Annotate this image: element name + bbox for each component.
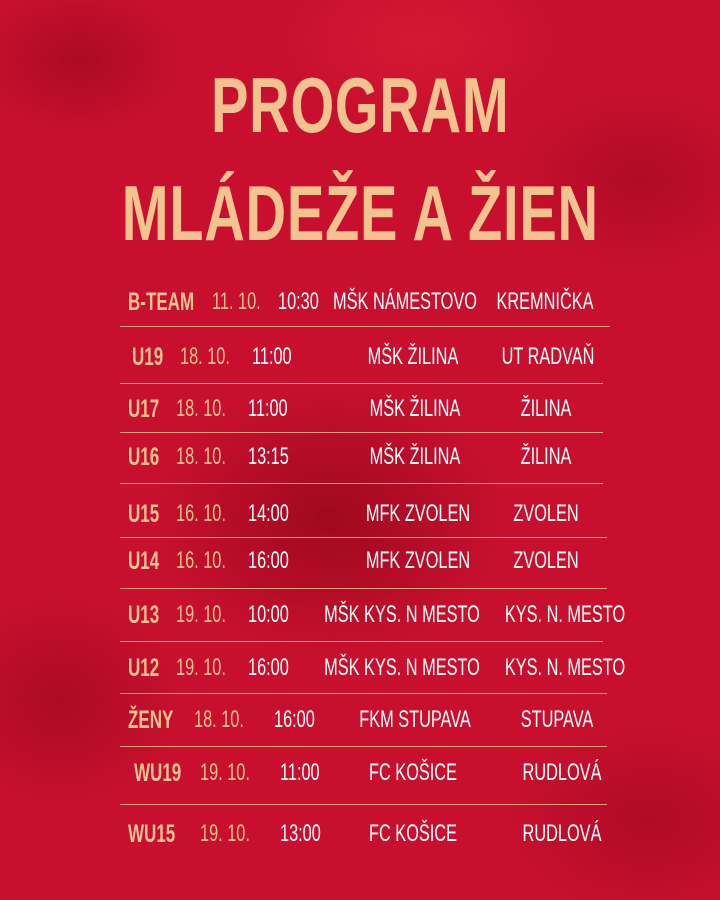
row-divider (120, 383, 603, 384)
match-venue: RUDLOVÁ (522, 820, 602, 847)
match-club: FKM STUPAVA (359, 706, 471, 733)
match-venue: RUDLOVÁ (522, 759, 602, 786)
match-team: U15 (128, 500, 160, 528)
table-row: B-TEAM 11. 10. 10:30 MŠK NÁMESTOVO KREMNIČKA (0, 282, 720, 322)
match-venue: ZVOLEN (513, 500, 579, 527)
match-team: U17 (128, 395, 160, 423)
title-line-2: MLÁDEŽE A ŽIEN (121, 169, 599, 257)
match-time: 11:00 (252, 343, 292, 370)
match-team: U16 (128, 443, 160, 471)
match-time: 10:00 (248, 601, 289, 628)
match-date: 19. 10. (176, 601, 226, 628)
match-date: 16. 10. (176, 547, 226, 574)
row-divider (120, 693, 607, 694)
match-time: 16:00 (274, 706, 315, 733)
match-date: 18. 10. (176, 395, 226, 422)
match-club: MŠK ŽILINA (369, 395, 461, 422)
table-row: U17 18. 10. 11:00 MŠK ŽILINA ŽILINA (0, 389, 720, 429)
match-team: B-TEAM (128, 288, 195, 316)
row-divider (120, 641, 603, 642)
match-club: MŠK ŽILINA (367, 343, 459, 370)
match-venue: ŽILINA (520, 395, 572, 422)
match-time: 14:00 (248, 500, 289, 527)
table-row: WU19 19. 10. 11:00 FC KOŠICE RUDLOVÁ (0, 753, 720, 793)
match-venue: UT RADVAŇ (501, 343, 595, 370)
row-divider (120, 432, 603, 433)
match-club: MŠK KYS. N MESTO (324, 601, 480, 628)
match-venue: KYS. N. MESTO (504, 601, 626, 628)
match-date: 18. 10. (180, 343, 230, 370)
match-club: FC KOŠICE (369, 820, 457, 847)
row-divider (120, 326, 610, 327)
match-club: MŠK ŽILINA (369, 443, 461, 470)
match-club: MŠK KYS. N MESTO (324, 654, 480, 681)
match-team: U19 (132, 343, 164, 371)
match-team: WU19 (134, 759, 182, 787)
match-club: FC KOŠICE (369, 759, 457, 786)
match-team: U12 (128, 654, 160, 682)
match-time: 16:00 (248, 547, 289, 574)
match-date: 18. 10. (194, 706, 244, 733)
match-team: U14 (128, 547, 160, 575)
match-venue: ZVOLEN (513, 547, 579, 574)
match-time: 11:00 (280, 759, 320, 786)
match-time: 13:15 (248, 443, 289, 470)
match-time: 13:00 (280, 820, 321, 847)
title-line-1: PROGRAM (210, 61, 510, 149)
row-divider (120, 804, 607, 805)
match-venue: ŽILINA (520, 443, 572, 470)
row-divider (120, 746, 607, 747)
match-team: WU15 (128, 820, 176, 848)
row-divider (120, 537, 607, 538)
match-date: 19. 10. (200, 820, 250, 847)
match-date: 18. 10. (176, 443, 226, 470)
match-time: 16:00 (248, 654, 289, 681)
table-row: U15 16. 10. 14:00 MFK ZVOLEN ZVOLEN (0, 494, 720, 534)
match-date: 19. 10. (176, 654, 226, 681)
match-time: 11:00 (248, 395, 288, 422)
match-club: MŠK NÁMESTOVO (333, 288, 477, 315)
match-date: 16. 10. (176, 500, 226, 527)
match-venue: KREMNIČKA (496, 288, 594, 315)
match-team: ŽENY (128, 706, 174, 734)
table-row: U16 18. 10. 13:15 MŠK ŽILINA ŽILINA (0, 437, 720, 477)
match-club: MFK ZVOLEN (365, 500, 471, 527)
table-row: WU15 19. 10. 13:00 FC KOŠICE RUDLOVÁ (0, 814, 720, 854)
match-time: 10:30 (278, 288, 319, 315)
table-row: U14 16. 10. 16:00 MFK ZVOLEN ZVOLEN (0, 541, 720, 581)
row-divider (120, 588, 607, 589)
table-row: U13 19. 10. 10:00 MŠK KYS. N MESTO KYS. N. M… (0, 595, 720, 635)
match-venue: STUPAVA (520, 706, 594, 733)
table-row: ŽENY 18. 10. 16:00 FKM STUPAVA STUPAVA (0, 700, 720, 740)
table-row: U19 18. 10. 11:00 MŠK ŽILINA UT RADVAŇ (0, 337, 720, 377)
table-row: U12 19. 10. 16:00 MŠK KYS. N MESTO KYS. N. M… (0, 648, 720, 688)
match-date: 19. 10. (200, 759, 250, 786)
match-club: MFK ZVOLEN (365, 547, 471, 574)
row-divider (120, 483, 603, 484)
match-date: 11. 10. (212, 288, 261, 315)
match-team: U13 (128, 601, 160, 629)
match-venue: KYS. N. MESTO (504, 654, 626, 681)
